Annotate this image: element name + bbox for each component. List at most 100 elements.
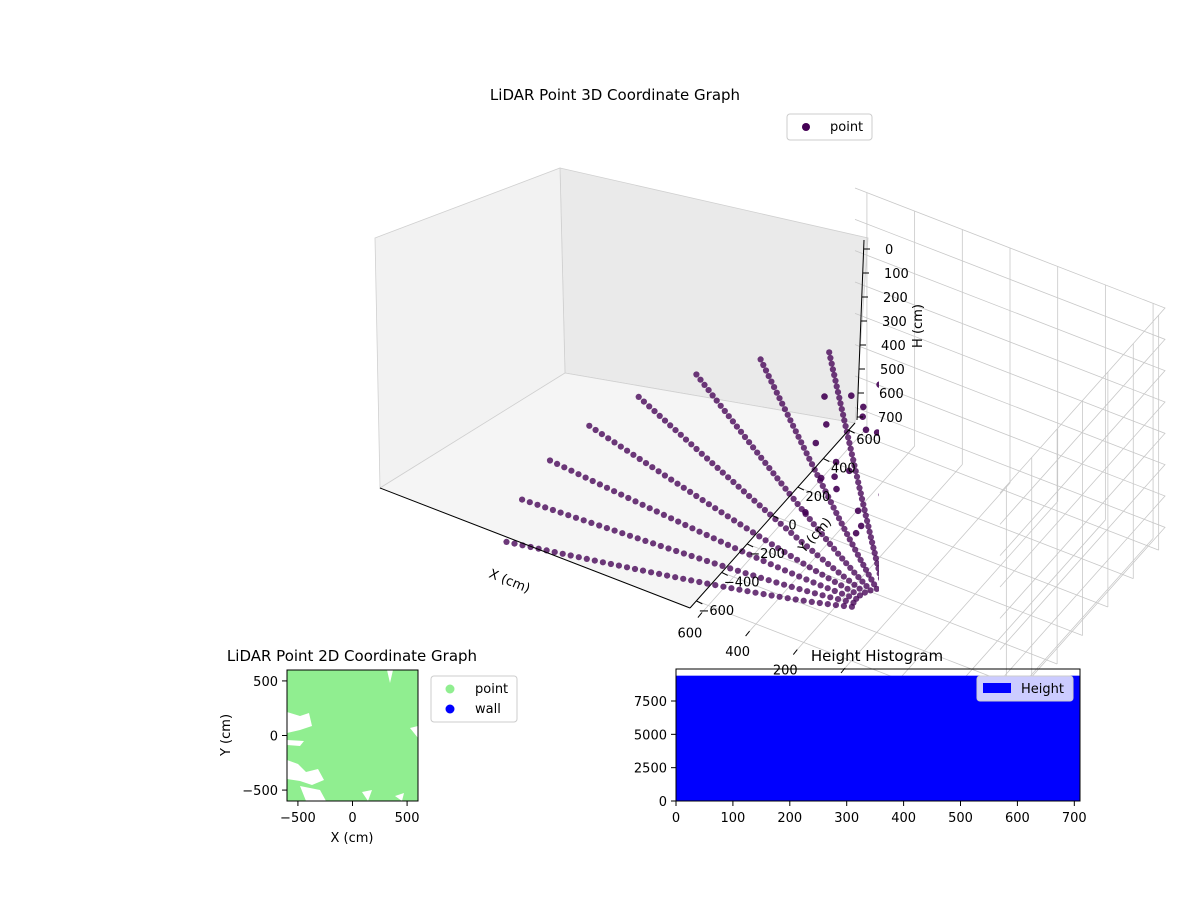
point-3d [1148, 735, 1154, 741]
point-3d [818, 531, 826, 538]
point-3d [711, 560, 718, 567]
point-3d [928, 599, 934, 605]
point-3d [936, 347, 944, 355]
point-3d [806, 516, 813, 523]
x-axis-label-3d: X (cm) [487, 567, 532, 597]
point-3d [1048, 588, 1054, 594]
point-3d [869, 539, 876, 546]
point-3d [1101, 514, 1107, 520]
point-3d [765, 577, 772, 584]
point-3d [933, 336, 941, 344]
legend-label-wall-2d: wall [475, 702, 501, 717]
point-3d [972, 342, 980, 350]
legend-marker-point-2d [445, 684, 455, 694]
point-3d [1072, 584, 1078, 590]
point-3d [978, 372, 986, 380]
point-3d [795, 433, 802, 440]
point-3d [842, 423, 849, 430]
point-3d [838, 406, 845, 413]
point-3d [812, 568, 820, 575]
point-3d [970, 349, 978, 357]
point-3d [808, 461, 816, 468]
point-3d [784, 595, 791, 602]
point-3d [806, 564, 813, 571]
point-3d [632, 498, 639, 505]
point-3d [963, 341, 971, 349]
x-tick-label-hist: 500 [948, 811, 973, 826]
point-3d [1053, 626, 1059, 632]
point-3d [976, 342, 984, 350]
point-3d [863, 583, 870, 590]
point-3d [1085, 478, 1091, 484]
point-3d [968, 559, 974, 565]
point-3d [890, 513, 896, 519]
point-3d [857, 490, 864, 497]
point-3d [1186, 752, 1192, 758]
point-3d [976, 347, 984, 355]
histogram-frame [675, 668, 1081, 802]
point-3d [868, 576, 875, 583]
point-3d [842, 597, 849, 605]
point-3d [853, 473, 861, 480]
histogram-legend: Height [976, 675, 1074, 702]
point-3d [599, 559, 607, 566]
point-3d [887, 585, 893, 591]
point-3d [1021, 657, 1027, 663]
point-3d [844, 585, 851, 592]
point-3d [1097, 400, 1103, 406]
point-3d [774, 564, 782, 571]
point-3d [986, 515, 992, 521]
point-3d [831, 371, 838, 379]
point-3d [744, 588, 751, 595]
point-3d [963, 370, 969, 376]
point-3d [966, 343, 974, 351]
point-3d [773, 579, 780, 586]
point-3d [1108, 684, 1114, 690]
point-3d [916, 566, 922, 572]
point-3d [930, 479, 936, 485]
point-3d [703, 557, 711, 565]
point-3d [966, 364, 974, 372]
z-tick-label-3d: 700 [878, 411, 903, 426]
point-3d [939, 347, 947, 355]
z-tick-label-3d: 100 [884, 267, 909, 282]
point-3d [1096, 712, 1102, 718]
point-3d [831, 578, 839, 586]
grid-line-floor-y [823, 458, 1134, 579]
point-3d [938, 452, 944, 458]
point-3d [954, 360, 962, 368]
point-3d [598, 431, 606, 438]
point-3d [1058, 498, 1064, 504]
point-3d [661, 417, 669, 424]
point-3d [976, 573, 982, 579]
point-3d [832, 458, 840, 466]
point-3d [1126, 603, 1132, 609]
point-3d [1117, 657, 1123, 663]
point-3d [1016, 576, 1022, 582]
legend-label-point-2d: point [475, 682, 508, 697]
point-3d [940, 610, 946, 616]
point-3d [972, 445, 979, 452]
point-3d [1147, 535, 1153, 541]
point-3d [862, 426, 870, 434]
point-3d [580, 517, 587, 524]
point-3d [511, 540, 518, 547]
point-3d [958, 387, 964, 393]
point-3d [916, 625, 922, 631]
point-3d [946, 603, 952, 609]
point-3d [937, 333, 945, 341]
point-3d [732, 545, 739, 552]
point-3d [1173, 479, 1179, 485]
point-3d [936, 356, 944, 364]
point-3d [798, 538, 805, 546]
point-3d [937, 337, 945, 345]
point-3d [667, 422, 674, 429]
point-3d [751, 497, 758, 504]
point-3d [682, 436, 690, 443]
point-3d [936, 338, 944, 346]
z-tick-label-3d: 400 [881, 339, 906, 354]
point-3d [1134, 778, 1140, 784]
point-3d [895, 401, 901, 407]
point-3d [825, 493, 832, 500]
point-3d [703, 531, 710, 539]
